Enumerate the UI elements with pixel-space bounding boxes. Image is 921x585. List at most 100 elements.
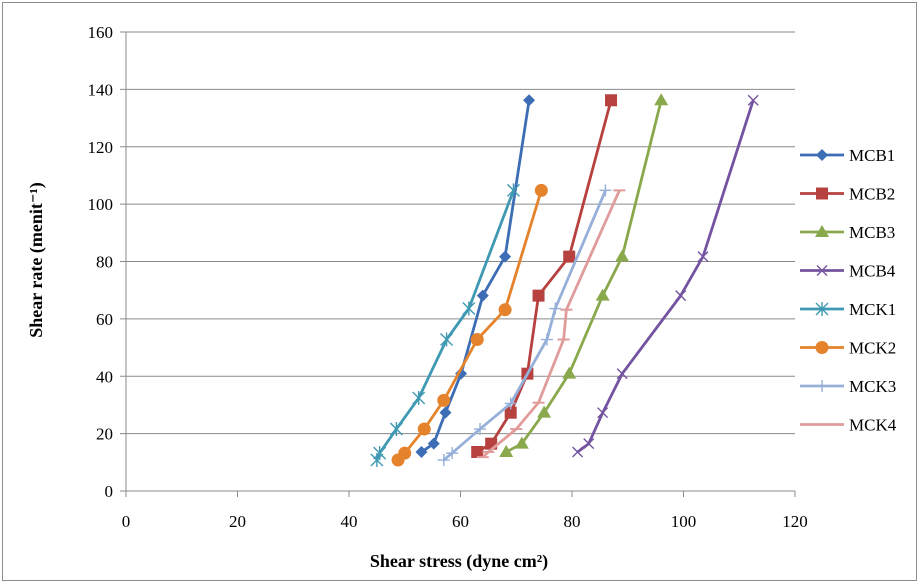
data-point-mcb1 xyxy=(415,445,428,458)
legend-label-mck2: MCK2 xyxy=(849,339,896,358)
data-point-mck3 xyxy=(549,302,562,315)
y-tick-label: 120 xyxy=(88,138,114,157)
legend-item-mcb2: MCB2 xyxy=(800,185,895,204)
data-point-mck1 xyxy=(462,301,476,316)
data-point-mck1 xyxy=(389,422,403,437)
x-tick-labels: 0 20 40 60 80 100 120 xyxy=(122,512,808,531)
legend-item-mck2: MCK2 xyxy=(800,339,896,358)
axes xyxy=(120,31,796,497)
data-point-mck3 xyxy=(437,454,450,467)
y-tick-labels: 0 20 40 60 80 100 120 140 160 xyxy=(88,23,114,501)
data-point-mck2 xyxy=(398,446,412,460)
gridlines xyxy=(126,31,795,435)
data-point-mck1 xyxy=(412,391,426,406)
series-mck1 xyxy=(370,183,520,468)
y-tick-label: 100 xyxy=(88,195,114,214)
data-point-mck2 xyxy=(470,333,484,347)
legend-label-mcb2: MCB2 xyxy=(849,185,895,204)
legend-item-mcb4: MCB4 xyxy=(800,262,896,281)
data-point-mck3 xyxy=(504,397,517,410)
x-tick-label: 20 xyxy=(229,512,246,531)
data-point-mck3 xyxy=(474,423,487,436)
x-tick-label: 120 xyxy=(782,512,808,531)
data-point-mcb3 xyxy=(562,366,577,379)
y-tick-label: 40 xyxy=(96,367,113,386)
data-point-mcb4 xyxy=(597,407,609,419)
legend-item-mck3: MCK3 xyxy=(800,377,896,396)
y-tick-label: 60 xyxy=(96,310,113,329)
data-point-mcb2 xyxy=(605,94,618,107)
data-point-mck3 xyxy=(540,333,553,346)
data-point-mcb2 xyxy=(471,445,484,458)
x-axis-title: Shear stress (dyne cm²) xyxy=(370,551,548,572)
data-point-mcb1 xyxy=(476,289,489,302)
legend-item-mcb1: MCB1 xyxy=(800,146,895,165)
data-point-mcb4 xyxy=(675,290,687,302)
series-mck2 xyxy=(391,183,548,467)
legend-label-mck1: MCK1 xyxy=(849,300,896,319)
data-point-mcb1 xyxy=(499,250,512,263)
data-point-mcb3 xyxy=(654,93,669,106)
x-tick-label: 100 xyxy=(671,512,697,531)
data-point-mck3 xyxy=(446,447,459,460)
series-line-mck2 xyxy=(397,189,543,461)
series-mcb1 xyxy=(415,94,536,458)
data-point-mck2 xyxy=(498,303,512,317)
legend-label-mcb3: MCB3 xyxy=(849,223,895,242)
y-tick-label: 80 xyxy=(96,253,113,272)
legend-marker-mcb3 xyxy=(815,225,829,237)
data-point-mcb2 xyxy=(532,289,545,302)
data-point-mcb3 xyxy=(537,405,552,418)
data-point-mck2 xyxy=(417,422,431,436)
legend-marker-mcb2 xyxy=(816,187,828,200)
series-mck4 xyxy=(476,189,626,459)
x-tick-label: 60 xyxy=(452,512,469,531)
data-point-mcb4 xyxy=(583,438,595,450)
y-tick-label: 140 xyxy=(88,80,114,99)
y-axis-title: Shear rate (menit⁻¹) xyxy=(26,182,47,338)
x-tick-label: 0 xyxy=(122,512,131,531)
x-tick-label: 80 xyxy=(564,512,581,531)
data-point-mck1 xyxy=(506,183,520,198)
data-point-mcb1 xyxy=(439,406,452,419)
data-point-mcb4 xyxy=(616,368,628,380)
legend-label-mck3: MCK3 xyxy=(849,377,896,396)
legend-item-mck1: MCK1 xyxy=(800,300,896,319)
legend-label-mcb4: MCB4 xyxy=(849,262,896,281)
data-point-mcb2 xyxy=(504,406,517,419)
series-layer xyxy=(370,93,759,468)
data-point-mcb4 xyxy=(697,251,709,263)
data-point-mcb3 xyxy=(499,444,514,457)
series-line-mcb3 xyxy=(505,99,663,454)
data-point-mcb3 xyxy=(514,436,529,449)
legend-marker-mck1 xyxy=(815,302,829,316)
data-point-mcb3 xyxy=(595,288,610,301)
y-tick-label: 0 xyxy=(105,482,114,501)
y-tick-label: 20 xyxy=(96,425,113,444)
legend-marker-mcb4 xyxy=(816,265,828,276)
series-line-mcb4 xyxy=(576,99,755,454)
data-point-mcb3 xyxy=(615,249,630,262)
legend-marker-mck3 xyxy=(816,380,828,392)
data-point-mck2 xyxy=(437,393,451,407)
x-tick-label: 40 xyxy=(341,512,358,531)
series-line-mcb2 xyxy=(476,99,613,454)
data-point-mck3 xyxy=(599,184,612,197)
data-point-mcb1 xyxy=(523,94,536,107)
series-mcb4 xyxy=(572,94,759,458)
series-mcb3 xyxy=(499,93,669,457)
legend-label-mcb1: MCB1 xyxy=(849,146,895,165)
legend-marker-mcb1 xyxy=(816,149,828,161)
legend-item-mcb3: MCB3 xyxy=(800,223,895,242)
legend-label-mck4: MCK4 xyxy=(849,416,897,435)
data-point-mck1 xyxy=(440,332,454,347)
data-point-mck2 xyxy=(534,183,548,197)
legend: MCB1 MCB2 MCB3 MCB4 MCK1 MCK2 MCK3 MCK4 xyxy=(800,146,897,435)
y-tick-label: 160 xyxy=(88,23,114,42)
data-point-mck1 xyxy=(373,446,387,461)
legend-marker-mck2 xyxy=(815,341,829,354)
data-point-mcb1 xyxy=(427,437,440,450)
data-point-mcb4 xyxy=(747,94,759,106)
